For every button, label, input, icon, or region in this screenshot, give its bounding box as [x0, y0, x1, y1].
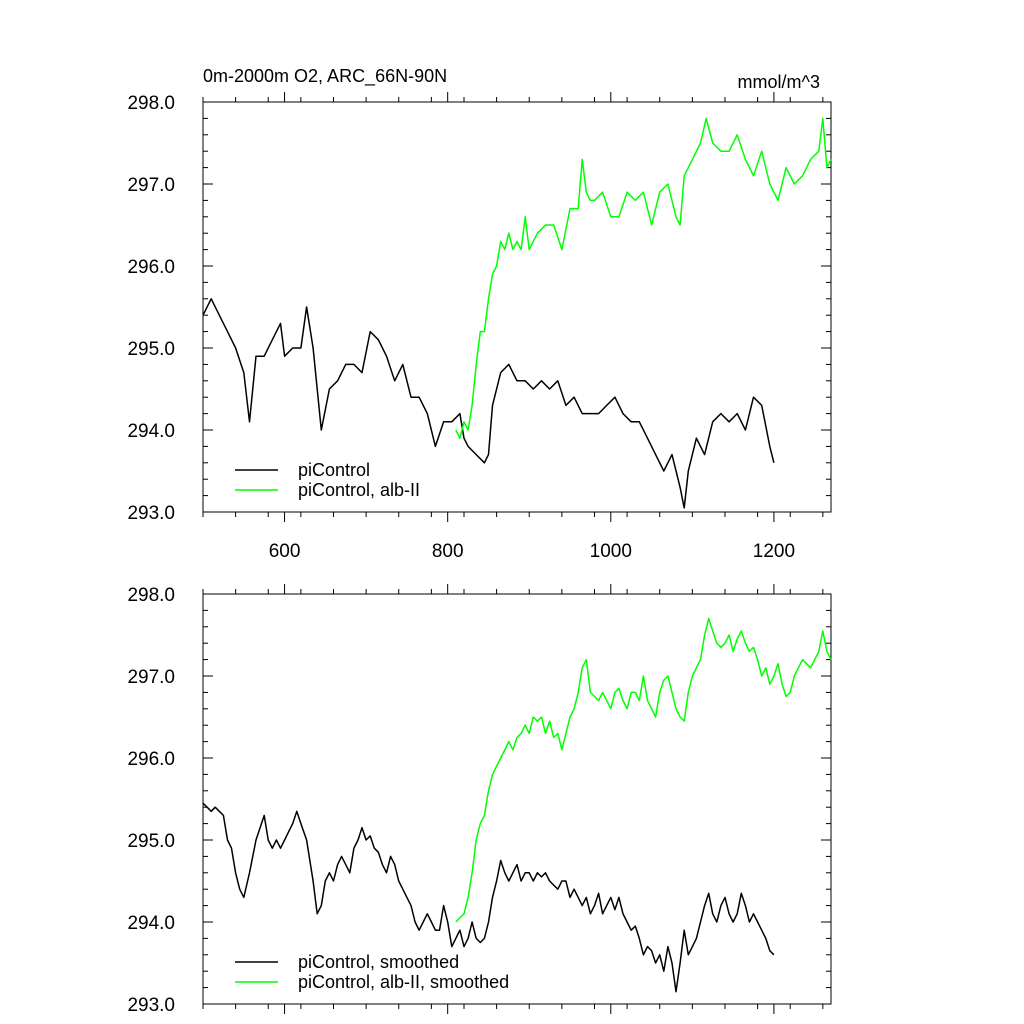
legend-label: piControl, alb-II	[298, 480, 420, 500]
legend-label: piControl, alb-II, smoothed	[298, 972, 509, 992]
x-tick-label: 800	[432, 541, 464, 562]
series-line-alb-ii	[455, 617, 832, 923]
y-tick-label: 293.0	[127, 503, 175, 524]
y-tick-label: 294.0	[127, 421, 175, 442]
legend-label: piControl	[298, 460, 370, 480]
y-tick-label: 294.0	[127, 913, 175, 934]
x-tick-label: 1200	[753, 541, 795, 562]
legend-label: piControl, smoothed	[298, 952, 459, 972]
plot-frame	[202, 593, 832, 1005]
y-tick-label: 298.0	[127, 93, 175, 114]
bottom-panel: 293.0 294.0 295.0 296.0 297.0 298.0 piControl,…	[127, 584, 832, 1016]
x-tick-label: 600	[269, 541, 301, 562]
y-tick-label: 297.0	[127, 175, 175, 196]
y-tick-label: 295.0	[127, 831, 175, 852]
units-label: mmol/m^3	[738, 72, 820, 92]
y-tick-label: 296.0	[127, 749, 175, 770]
y-tick-label: 295.0	[127, 339, 175, 360]
y-tick-label: 293.0	[127, 995, 175, 1016]
x-tick-label: 1000	[590, 541, 632, 562]
y-tick-label: 296.0	[127, 257, 175, 278]
series-line-picontrol	[202, 802, 775, 993]
chart-title: 0m-2000m O2, ARC_66N-90N	[203, 66, 447, 87]
y-tick-label: 297.0	[127, 667, 175, 688]
y-tick-label: 298.0	[127, 585, 175, 606]
plot-frame	[202, 101, 832, 513]
series-line-alb-ii	[455, 117, 832, 439]
top-panel: 0m-2000m O2, ARC_66N-90N mmol/m^3 293.0 2…	[127, 66, 832, 562]
series-line-picontrol	[202, 298, 775, 509]
